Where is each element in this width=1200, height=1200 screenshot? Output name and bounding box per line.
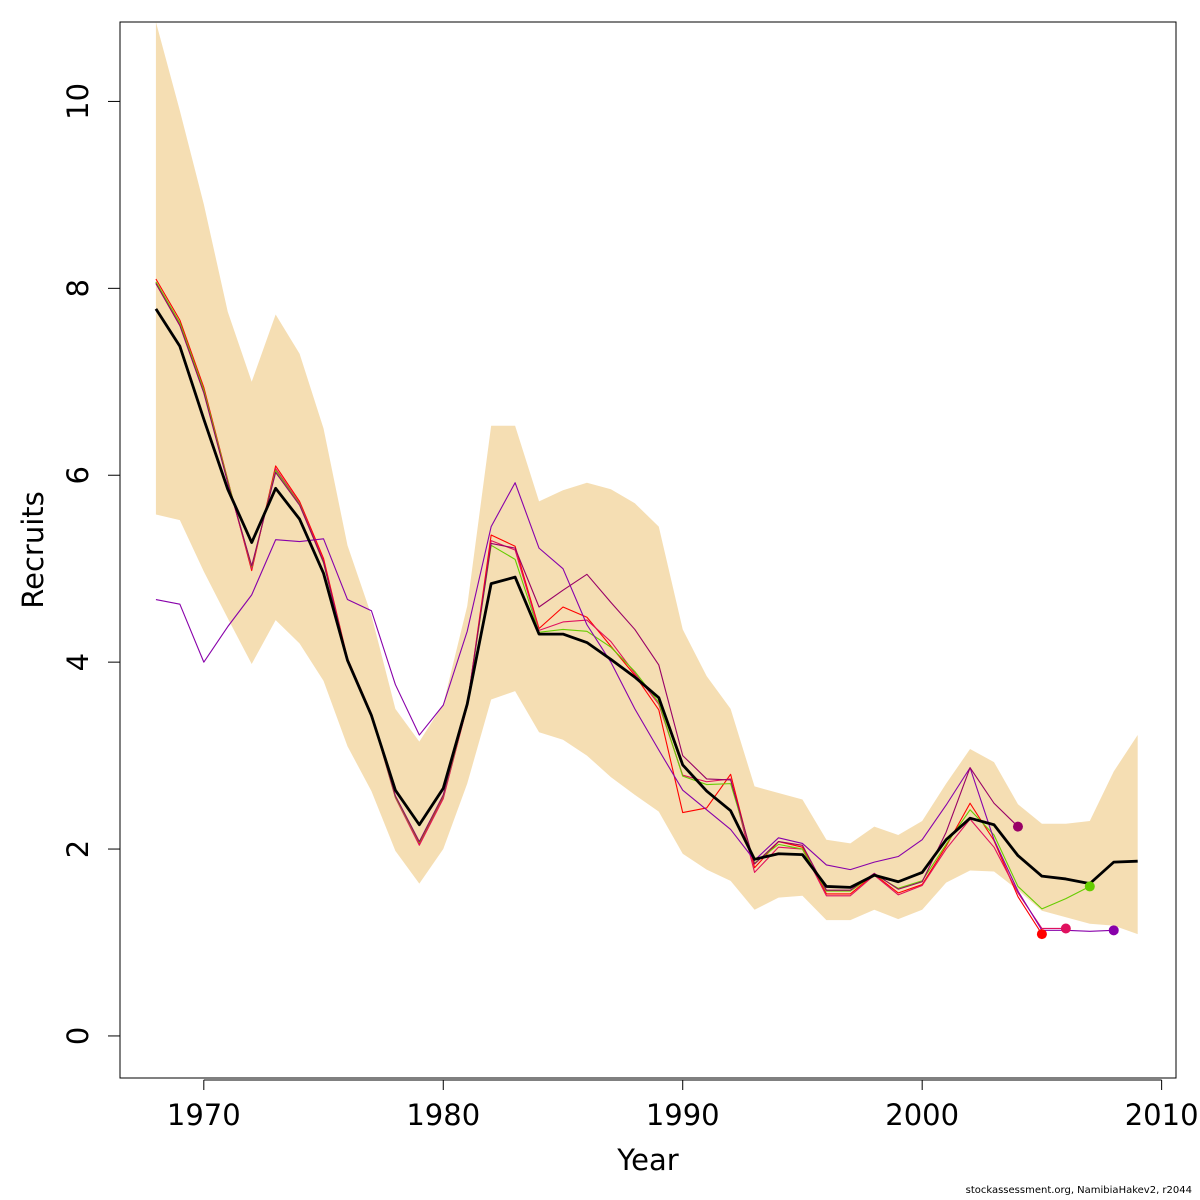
y-tick-label: 4	[61, 653, 95, 671]
series-end-point-6	[1012, 821, 1023, 832]
confidence-band-layer	[155, 22, 1138, 935]
series-line-5	[155, 482, 1114, 932]
y-axis: 0 2 4 6 8 10	[61, 83, 121, 1045]
y-tick-label: 6	[61, 466, 95, 484]
end-points-layer	[1012, 821, 1119, 940]
y-tick-label: 0	[61, 1027, 95, 1045]
x-tick-label: 1980	[406, 1098, 480, 1132]
series-end-point-5	[1108, 925, 1119, 936]
series-line-1	[154, 308, 1138, 889]
series-layer	[154, 278, 1138, 935]
series-end-point-3	[1060, 923, 1071, 934]
y-axis-label: Recruits	[16, 491, 50, 608]
confidence-band	[155, 22, 1138, 935]
x-tick-label: 2000	[885, 1098, 959, 1132]
y-tick-label: 10	[61, 83, 95, 120]
x-tick-label: 1970	[167, 1098, 241, 1132]
footer-credit: stockassessment.org, NamibiaHakev2, r204…	[965, 1185, 1192, 1196]
y-tick-label: 8	[61, 279, 95, 297]
x-tick-label: 1990	[646, 1098, 720, 1132]
series-line-2	[155, 278, 1043, 935]
x-axis: 1970 1980 1990 2000 2010	[167, 1079, 1199, 1132]
x-tick-label: 2010	[1125, 1098, 1199, 1132]
series-end-point-4	[1084, 881, 1095, 892]
y-tick-label: 2	[61, 840, 95, 858]
series-line-6	[155, 283, 1019, 891]
series-end-point-2	[1036, 929, 1047, 940]
x-axis-label: Year	[616, 1143, 678, 1177]
